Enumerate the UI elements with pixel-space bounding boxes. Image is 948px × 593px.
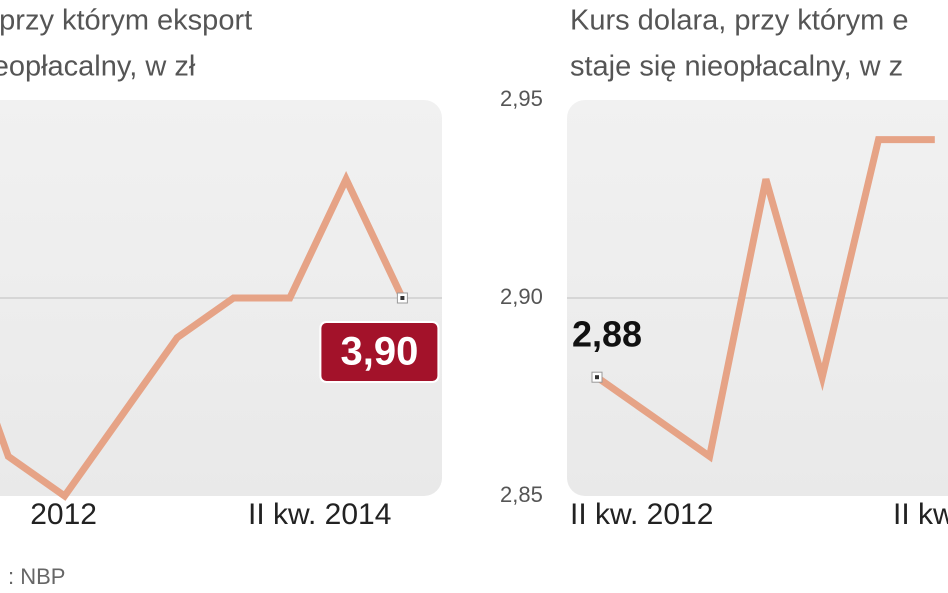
x-label: II kw (893, 498, 948, 531)
y-tick-label: 2,95 (500, 86, 543, 111)
panel: Kurs dolara, przy którym e staje się nieo… (500, 5, 948, 531)
point-dot (595, 375, 599, 380)
x-label: 2012 (30, 498, 97, 531)
value-badge (319, 321, 440, 383)
value-label: 3,90 (340, 330, 418, 374)
value-label: 2,88 (572, 314, 642, 355)
chart-title: staje się nieopłacalny, w z (570, 51, 903, 83)
x-label: II kw. 2012 (570, 498, 713, 531)
chart-title: się nieopłacalny, w zł (0, 51, 196, 83)
y-tick-label: 2,85 (500, 482, 543, 507)
source: : NBP (8, 564, 65, 589)
chart-title: Kurs dolara, przy którym e (570, 5, 908, 37)
x-label: II kw. 2014 (248, 498, 391, 531)
panel: euro, przy którym eksport się nieopłacaln… (0, 5, 442, 531)
y-tick-label: 2,90 (500, 284, 543, 309)
chart-title: euro, przy którym eksport (0, 5, 252, 37)
line (0, 171, 406, 501)
point-dot (400, 296, 405, 300)
line (594, 136, 935, 463)
